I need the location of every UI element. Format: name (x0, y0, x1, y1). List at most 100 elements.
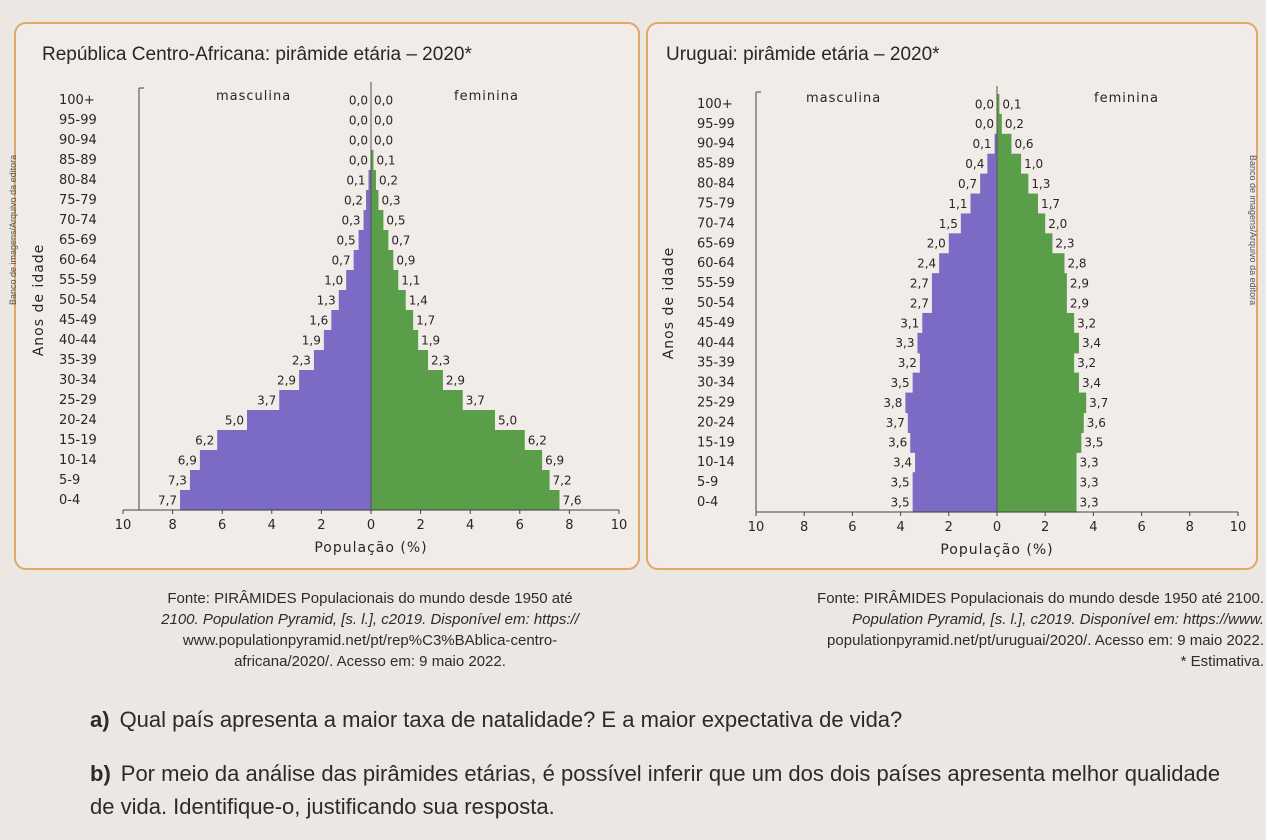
ury-female-value-label: 3,3 (1080, 456, 1099, 470)
ury-male-bar (919, 352, 997, 374)
ury-male-bar (939, 253, 997, 274)
caf-pyramid-chart: República Centro-Africana: pirâmide etár… (31, 44, 628, 556)
ury-x-tick-label: 10 (1230, 520, 1247, 535)
ury-male-bar (931, 293, 997, 314)
ury-female-value-label: 3,4 (1082, 336, 1101, 350)
ury-female-bar (997, 492, 1077, 513)
caf-male-value-label: 0,2 (344, 193, 363, 207)
caf-male-bar (180, 490, 371, 511)
ury-male-value-label: 3,8 (883, 396, 902, 410)
caf-female-bar (371, 330, 419, 351)
ury-age-label: 45-49 (697, 316, 735, 331)
caf-male-bar (313, 350, 371, 371)
ury-male-value-label: 3,3 (895, 336, 914, 350)
caf-male-value-label: 6,2 (195, 433, 214, 447)
ury-female-value-label: 0,1 (1002, 97, 1021, 111)
ury-female-value-label: 3,7 (1089, 396, 1108, 410)
caf-age-label: 90-94 (59, 133, 97, 148)
ury-female-bar (997, 113, 1002, 135)
ury-female-bar (997, 472, 1077, 493)
caf-x-tick-label: 6 (218, 518, 226, 533)
caf-age-label: 75-79 (59, 193, 97, 208)
ury-male-value-label: 0,0 (975, 117, 994, 131)
caf-female-bar (371, 230, 389, 251)
ury-age-label: 50-54 (697, 296, 735, 311)
caf-female-value-label: 2,3 (431, 353, 450, 367)
caf-female-bar (371, 150, 374, 171)
question-letter: b) (90, 761, 111, 786)
caf-x-tick-label: 8 (565, 518, 573, 533)
ury-female-bar (997, 452, 1077, 473)
ury-male-value-label: 1,5 (939, 217, 958, 231)
ury-x-tick-label: 8 (800, 520, 808, 535)
ury-female-value-label: 3,3 (1080, 495, 1099, 509)
ury-female-bar (997, 312, 1075, 334)
ury-x-tick-label: 6 (1137, 520, 1145, 535)
ury-age-label: 95-99 (697, 117, 735, 132)
ury-female-value-label: 0,6 (1014, 137, 1033, 151)
caf-female-bar (371, 450, 543, 471)
caf-age-label: 55-59 (59, 273, 97, 288)
estimate-note: * Estimativa. (1180, 653, 1264, 670)
ury-male-value-label: 3,2 (898, 356, 917, 370)
ury-male-value-label: 3,4 (893, 456, 912, 470)
caf-age-label: 85-89 (59, 153, 97, 168)
uruguay-source-note: Fonte: PIRÂMIDES Populacionais do mundo … (652, 588, 1264, 672)
uruguay-source-line: populationpyramid.net/pt/uruguai/2020/. … (827, 632, 1264, 649)
caf-male-bar (366, 190, 371, 211)
caf-age-label: 45-49 (59, 313, 97, 328)
ury-male-series-label: masculina (806, 91, 881, 106)
caf-female-bar (371, 490, 560, 511)
ury-female-bar (997, 273, 1067, 294)
ury-male-value-label: 2,0 (927, 237, 946, 251)
ury-male-value-label: 3,5 (891, 495, 910, 509)
ury-x-tick-label: 10 (748, 520, 765, 535)
ury-male-bar (915, 452, 997, 473)
caf-pyramid-panel: República Centro-Africana: pirâmide etár… (14, 22, 640, 570)
ury-female-value-label: 3,2 (1077, 316, 1096, 330)
ury-female-bar (997, 432, 1082, 453)
caf-age-label: 65-69 (59, 233, 97, 248)
question-b: b) Por meio da análise das pirâmides etár… (90, 757, 1250, 823)
caf-male-bar (323, 330, 371, 351)
caf-female-bar (371, 270, 399, 291)
caf-female-value-label: 2,9 (446, 373, 465, 387)
ury-male-bar (922, 312, 997, 334)
ury-age-label: 0-4 (697, 495, 718, 510)
caf-male-bar (331, 310, 371, 331)
caf-male-value-label: 0,7 (332, 253, 351, 267)
question-text: Por meio da análise das pirâmides etária… (90, 761, 1221, 819)
ury-male-bar (912, 472, 997, 493)
caf-x-tick-label: 8 (168, 518, 176, 533)
ury-male-bar (917, 332, 997, 354)
ury-male-value-label: 0,7 (958, 177, 977, 191)
caf-x-tick-label: 6 (516, 518, 524, 533)
ury-male-value-label: 0,0 (975, 97, 994, 111)
caf-x-tick-label: 0 (367, 518, 375, 533)
caf-female-value-label: 7,6 (562, 493, 581, 507)
caf-x-tick-label: 2 (317, 518, 325, 533)
ury-male-bar (980, 173, 997, 195)
caf-age-label: 35-39 (59, 353, 97, 368)
caf-age-label: 80-84 (59, 173, 97, 188)
ury-age-label: 10-14 (697, 455, 735, 470)
ury-male-value-label: 2,7 (910, 296, 929, 310)
caf-female-bar (371, 290, 406, 311)
ury-male-value-label: 2,4 (917, 257, 936, 271)
ury-male-bar (948, 233, 997, 254)
ury-female-value-label: 1,0 (1024, 157, 1043, 171)
ury-female-bar (997, 392, 1087, 414)
ury-female-series-label: feminina (1094, 91, 1159, 106)
caf-female-bar (371, 350, 429, 371)
caf-x-tick-label: 10 (611, 518, 628, 533)
caf-female-value-label: 0,0 (374, 133, 393, 147)
ury-male-value-label: 3,5 (891, 376, 910, 390)
ury-female-value-label: 2,9 (1070, 276, 1089, 290)
ury-female-value-label: 3,6 (1087, 416, 1106, 430)
ury-chart-title: Uruguai: pirâmide etária – 2020* (666, 44, 940, 65)
ury-male-value-label: 0,1 (972, 137, 991, 151)
caf-female-value-label: 0,0 (374, 113, 393, 127)
caf-source-note: Fonte: PIRÂMIDES Populacionais do mundo … (100, 588, 640, 672)
caf-age-label: 10-14 (59, 453, 97, 468)
caf-male-bar (368, 170, 371, 191)
